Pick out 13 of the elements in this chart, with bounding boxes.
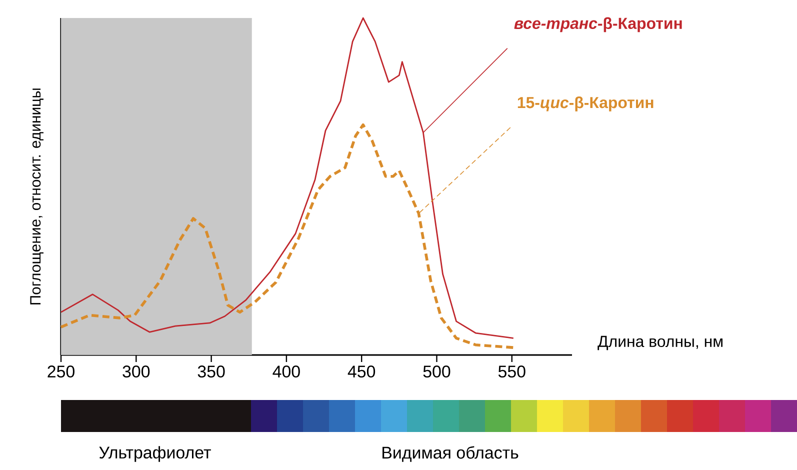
x-axis-title: Длина волны, нм [598,336,722,350]
y-axis-title: Поглощение, относит. единицы [30,88,44,304]
x-tick-label: 400 [272,366,300,378]
text: Ультрафиолет [99,446,211,462]
text: 15-цис-β-Каротин [518,96,654,112]
x-tick-label: 500 [423,366,450,378]
text: Видимая область [382,446,518,462]
x-tick-label: 550 [498,366,526,378]
x-tick-label: 300 [122,366,150,378]
x-tick-label: 250 [48,366,74,378]
x-tick-label: 350 [198,366,225,378]
text: все-транс-β-Каротин [514,17,682,32]
x-tick-label: 450 [348,366,376,378]
